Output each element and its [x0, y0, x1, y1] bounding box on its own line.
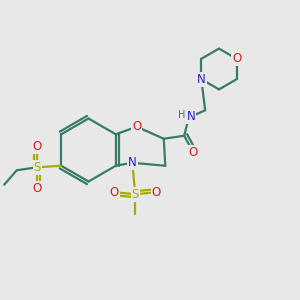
- Text: O: O: [33, 140, 42, 153]
- Text: S: S: [34, 161, 41, 174]
- Text: N: N: [128, 156, 137, 169]
- Text: H: H: [178, 110, 186, 120]
- Text: S: S: [132, 188, 139, 201]
- Text: O: O: [33, 182, 42, 195]
- Text: N: N: [187, 110, 196, 123]
- Text: N: N: [197, 73, 206, 86]
- Text: O: O: [110, 186, 119, 199]
- Text: O: O: [132, 120, 141, 133]
- Text: O: O: [232, 52, 241, 65]
- Text: O: O: [189, 146, 198, 159]
- Text: O: O: [152, 186, 161, 199]
